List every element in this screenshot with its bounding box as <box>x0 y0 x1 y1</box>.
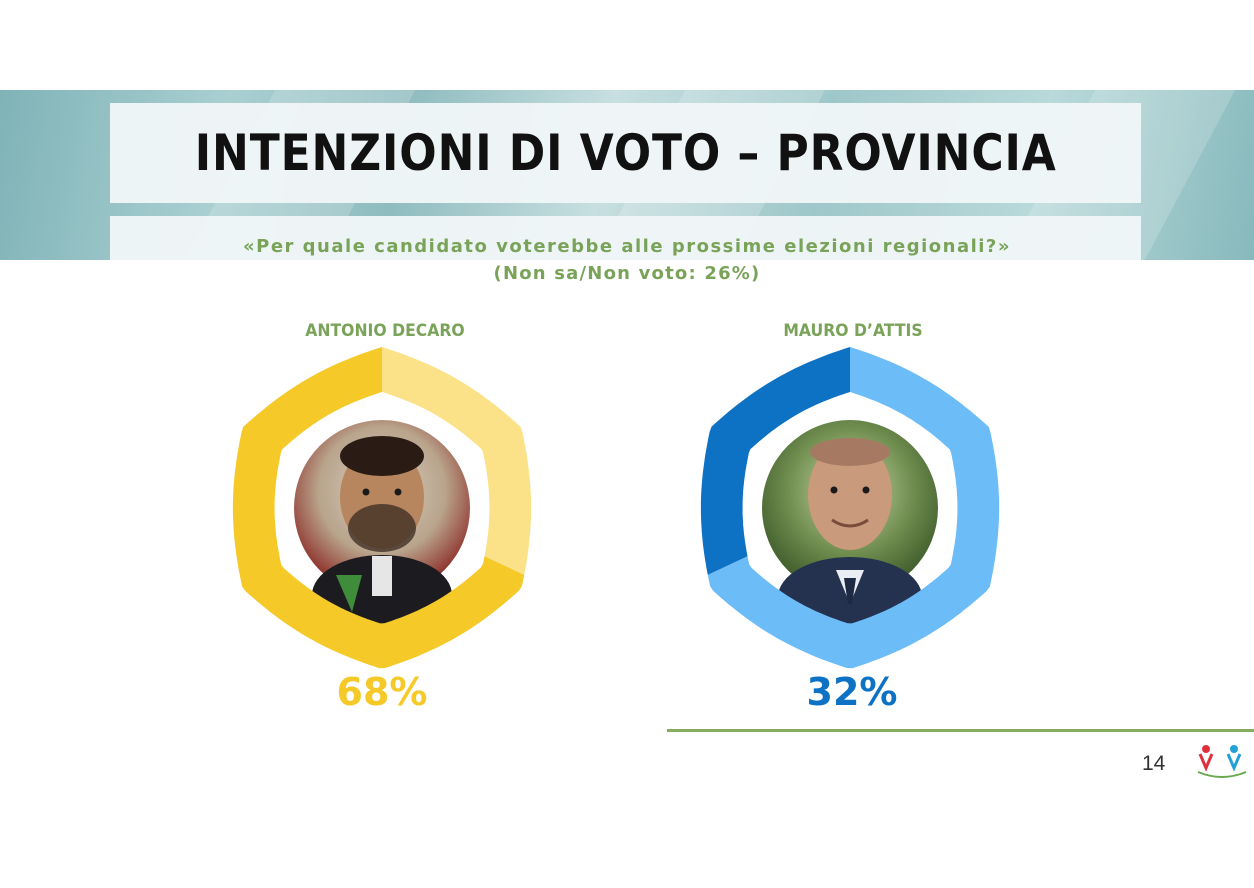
donut-value-decaro <box>232 347 525 669</box>
slide-title: INTENZIONI DI VOTO – PROVINCIA <box>194 124 1057 182</box>
candidate-name-dattis: MAURO D’ATTIS <box>783 321 923 341</box>
survey-question: «Per quale candidato voterebbe alle pros… <box>243 236 1011 257</box>
footer-rule <box>667 729 1254 732</box>
candidate-name-decaro: ANTONIO DECARO <box>305 321 465 341</box>
undecided-note: (Non sa/Non voto: 26%) <box>493 263 761 284</box>
donut-remainder-decaro <box>382 347 532 575</box>
donut-rings <box>232 347 1000 669</box>
percent-dattis: 32% <box>806 670 898 714</box>
subtitle-box <box>110 216 1141 260</box>
winpoll-logo <box>1197 745 1247 778</box>
portrait-dattis <box>746 404 954 637</box>
donut-value-dattis <box>700 347 850 575</box>
page-number: 14 <box>1142 752 1166 775</box>
title-box: INTENZIONI DI VOTO – PROVINCIA <box>110 103 1141 203</box>
donut-remainder-dattis <box>707 347 1000 669</box>
percent-decaro: 68% <box>336 670 428 714</box>
